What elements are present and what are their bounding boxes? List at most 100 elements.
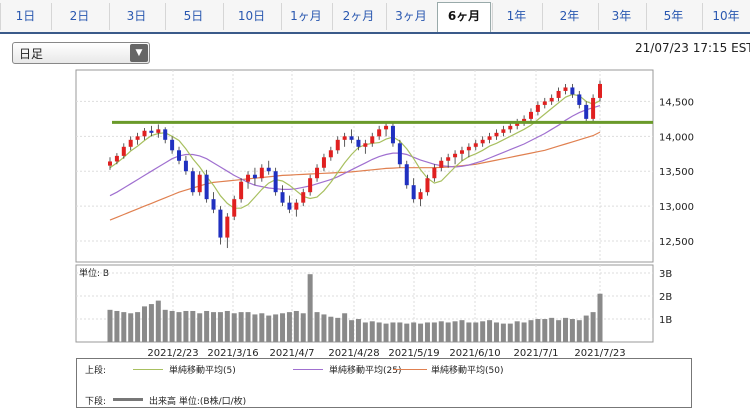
candle-body bbox=[425, 178, 430, 193]
volume-unit-label: 単位: B bbox=[79, 267, 109, 279]
volume-bar bbox=[280, 313, 286, 342]
candle-body bbox=[370, 136, 375, 144]
volume-bar bbox=[424, 322, 430, 342]
candle-body bbox=[218, 209, 223, 238]
volume-bar bbox=[190, 310, 196, 342]
volume-bar bbox=[431, 322, 437, 342]
candle-body bbox=[246, 174, 251, 182]
candle-body bbox=[563, 87, 568, 91]
legend-volume-swatch bbox=[113, 398, 143, 401]
price-plot-area bbox=[75, 69, 654, 263]
y-tick-label: 13,000 bbox=[659, 202, 694, 213]
x-tick-label: 2021/7/23 bbox=[574, 348, 625, 359]
volume-bar bbox=[549, 317, 555, 342]
volume-bar bbox=[576, 320, 582, 342]
candle-body bbox=[515, 122, 520, 126]
candle-body bbox=[335, 139, 340, 151]
legend-volume: 出来高 単位:(B株/口/枚) bbox=[149, 397, 247, 407]
volume-bar bbox=[556, 320, 562, 342]
x-tick-label: 2021/7/1 bbox=[514, 348, 559, 359]
volume-bar bbox=[383, 323, 389, 342]
candle-body bbox=[190, 171, 195, 193]
candle-body bbox=[377, 129, 382, 137]
tab-6[interactable]: 1ヶ月 bbox=[281, 3, 330, 30]
volume-bar bbox=[176, 312, 182, 342]
volume-bar bbox=[583, 315, 589, 342]
ma25-line bbox=[109, 105, 601, 197]
tab-5[interactable]: 10日 bbox=[223, 3, 279, 30]
volume-bar bbox=[107, 309, 113, 342]
candle-body bbox=[556, 90, 561, 98]
candle-body bbox=[273, 171, 278, 193]
volume-bar bbox=[273, 314, 279, 342]
candle-body bbox=[183, 160, 188, 172]
candle-body bbox=[453, 153, 458, 158]
tab-9[interactable]: 6ヶ月 bbox=[437, 2, 491, 32]
candle-body bbox=[473, 143, 478, 147]
candle-body bbox=[128, 139, 133, 147]
volume-bar bbox=[204, 310, 210, 342]
ma5-line bbox=[109, 93, 601, 209]
volume-bar bbox=[231, 313, 237, 342]
candle-body bbox=[315, 167, 320, 179]
x-tick-label: 2021/4/28 bbox=[328, 348, 379, 359]
timestamp: 21/07/23 17:15 EST bbox=[635, 41, 750, 55]
x-tick-label: 2021/6/10 bbox=[449, 348, 500, 359]
candle-body bbox=[418, 192, 423, 200]
candle-body bbox=[501, 129, 506, 133]
legend-ma25: 単純移動平均(25) bbox=[329, 366, 402, 376]
tab-1[interactable]: 1日 bbox=[0, 3, 50, 30]
tab-11[interactable]: 2年 bbox=[542, 3, 596, 30]
volume-bar bbox=[121, 312, 127, 342]
tab-4[interactable]: 5日 bbox=[165, 3, 221, 30]
tab-2[interactable]: 2日 bbox=[51, 3, 107, 30]
candle-body bbox=[480, 139, 485, 144]
candle-body bbox=[577, 94, 582, 105]
candle-body bbox=[170, 139, 175, 151]
candle-body bbox=[121, 146, 126, 156]
volume-bar bbox=[521, 322, 527, 342]
stock-chart: 単位: B 2021/2/23 2021/3/16 2021/4/7 2021/4/2… bbox=[75, 69, 694, 359]
volume-bar bbox=[135, 312, 141, 342]
candle-body bbox=[411, 185, 416, 200]
candle-body bbox=[252, 174, 257, 179]
volume-bar bbox=[142, 306, 148, 342]
volume-bar bbox=[459, 320, 465, 342]
candle-body bbox=[549, 97, 554, 102]
legend-upper-label: 上段: bbox=[85, 366, 107, 376]
tab-8[interactable]: 3ヶ月 bbox=[386, 3, 435, 30]
volume-bar bbox=[307, 274, 313, 342]
volume-bar bbox=[169, 310, 175, 342]
volume-tick-label: 1B bbox=[659, 315, 672, 326]
volume-bar bbox=[252, 314, 258, 342]
candle-body bbox=[225, 216, 230, 238]
x-tick-label: 2021/5/19 bbox=[388, 348, 439, 359]
candle-body bbox=[363, 143, 368, 147]
candle-body bbox=[266, 167, 271, 172]
chart-legend: 上段: 単純移動平均(5) 単純移動平均(25) 単純移動平均(50) 下段: … bbox=[76, 358, 692, 408]
candle-body bbox=[349, 136, 354, 140]
candle-body bbox=[211, 199, 216, 210]
chart-interval-select[interactable]: 日足 ▼ bbox=[12, 42, 150, 64]
candle-body bbox=[570, 87, 575, 95]
volume-bar bbox=[542, 319, 548, 342]
chart-interval-value: 日足 bbox=[19, 47, 44, 61]
volume-bar bbox=[487, 320, 493, 342]
volume-bar bbox=[466, 322, 472, 342]
tab-7[interactable]: 2ヶ月 bbox=[332, 3, 384, 30]
volume-bar bbox=[259, 313, 265, 342]
y-tick-label: 14,500 bbox=[659, 97, 694, 108]
volume-bar bbox=[162, 309, 168, 342]
tab-10[interactable]: 1年 bbox=[492, 3, 540, 30]
tab-14[interactable]: 10年 bbox=[702, 3, 749, 30]
tab-13[interactable]: 5年 bbox=[646, 3, 700, 30]
volume-bar bbox=[266, 315, 272, 342]
candle-body bbox=[114, 155, 119, 162]
volume-bar bbox=[452, 321, 458, 342]
tab-12[interactable]: 3年 bbox=[598, 3, 644, 30]
volume-bar bbox=[397, 322, 403, 342]
tab-3[interactable]: 3日 bbox=[109, 3, 163, 30]
legend-ma5-swatch bbox=[133, 369, 163, 370]
candle-body bbox=[446, 157, 451, 161]
volume-bar bbox=[286, 312, 292, 342]
